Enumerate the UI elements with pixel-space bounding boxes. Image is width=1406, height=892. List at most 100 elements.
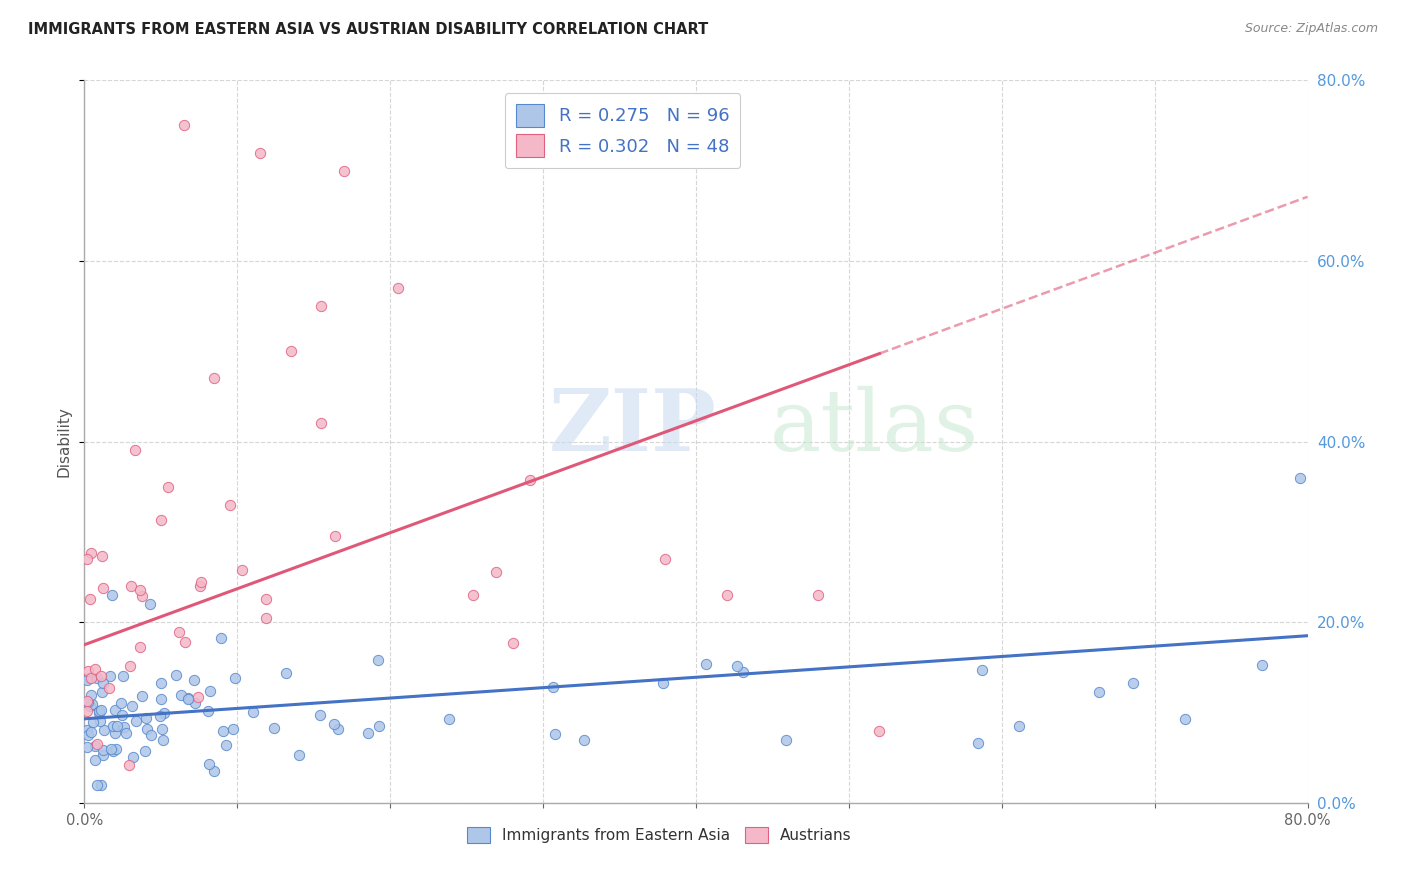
Point (111, 708, 134, 723)
Point (167, 625, 190, 640)
Point (174, 635, 197, 649)
Point (86, 778, 108, 792)
Point (249, 145, 271, 160)
Point (242, 705, 264, 719)
Point (357, 725, 380, 739)
Point (91, 676, 114, 690)
Point (124, 714, 146, 728)
Point (1250, 658, 1272, 673)
Point (112, 720, 135, 734)
Point (197, 704, 219, 718)
Point (222, 722, 245, 736)
Point (90, 703, 112, 717)
Point (519, 474, 541, 488)
Point (79, 591, 101, 606)
Point (82, 714, 104, 729)
Point (110, 696, 132, 710)
Point (90, 549, 112, 563)
Point (716, 588, 738, 602)
Point (437, 712, 460, 726)
Point (333, 163, 356, 178)
Point (173, 119, 195, 133)
Point (90, 778, 112, 792)
Point (120, 659, 142, 673)
Point (135, 710, 157, 724)
Point (124, 443, 146, 458)
Point (287, 747, 309, 762)
Point (86, 737, 108, 751)
Point (1174, 712, 1197, 726)
Point (153, 706, 176, 720)
Point (574, 732, 596, 747)
Point (91, 582, 114, 596)
Point (149, 709, 172, 723)
Point (122, 749, 145, 764)
Point (152, 733, 174, 747)
Point (80, 688, 103, 702)
Point (129, 640, 152, 655)
Point (89, 714, 111, 728)
Point (311, 299, 333, 313)
Point (83, 753, 105, 767)
Point (1008, 719, 1031, 733)
Point (135, 722, 157, 736)
Point (197, 757, 219, 772)
Point (104, 726, 127, 740)
Point (150, 723, 173, 737)
Point (198, 683, 221, 698)
Point (184, 696, 207, 710)
Point (1122, 675, 1144, 690)
Point (86, 671, 108, 685)
Point (1087, 685, 1109, 699)
Point (654, 552, 676, 566)
Point (387, 281, 409, 295)
Point (280, 344, 302, 359)
Point (502, 636, 524, 650)
Point (323, 716, 346, 731)
Point (485, 565, 508, 579)
Point (231, 563, 253, 577)
Point (82, 698, 104, 712)
Point (157, 480, 180, 494)
Point (807, 588, 830, 602)
Point (87, 706, 110, 720)
Text: atlas: atlas (769, 385, 979, 468)
Point (139, 597, 162, 611)
Point (972, 663, 994, 677)
Point (368, 719, 391, 733)
Point (111, 669, 134, 683)
Point (188, 579, 211, 593)
Point (91, 743, 114, 757)
Point (90, 685, 112, 699)
Point (775, 733, 797, 747)
Point (224, 671, 246, 685)
Point (131, 689, 153, 703)
Point (183, 673, 205, 688)
Point (254, 610, 277, 624)
Point (209, 631, 232, 645)
Point (367, 653, 389, 667)
Point (90, 669, 112, 683)
Point (1289, 471, 1312, 485)
Point (727, 658, 749, 673)
Legend: Immigrants from Eastern Asia, Austrians: Immigrants from Eastern Asia, Austrians (461, 822, 858, 849)
Y-axis label: Disability: Disability (56, 406, 72, 477)
Point (276, 665, 298, 680)
Point (150, 676, 173, 690)
Point (77, 728, 100, 742)
Point (77, 695, 100, 709)
Point (463, 589, 485, 603)
Point (76, 552, 98, 566)
Point (134, 744, 156, 758)
Point (309, 708, 332, 723)
Point (91, 747, 114, 762)
Point (131, 589, 153, 603)
Point (149, 692, 172, 706)
Point (98, 669, 121, 683)
Point (80, 671, 103, 685)
Point (311, 417, 333, 431)
Point (76, 723, 98, 737)
Point (215, 739, 238, 753)
Point (139, 729, 162, 743)
Point (150, 513, 173, 527)
